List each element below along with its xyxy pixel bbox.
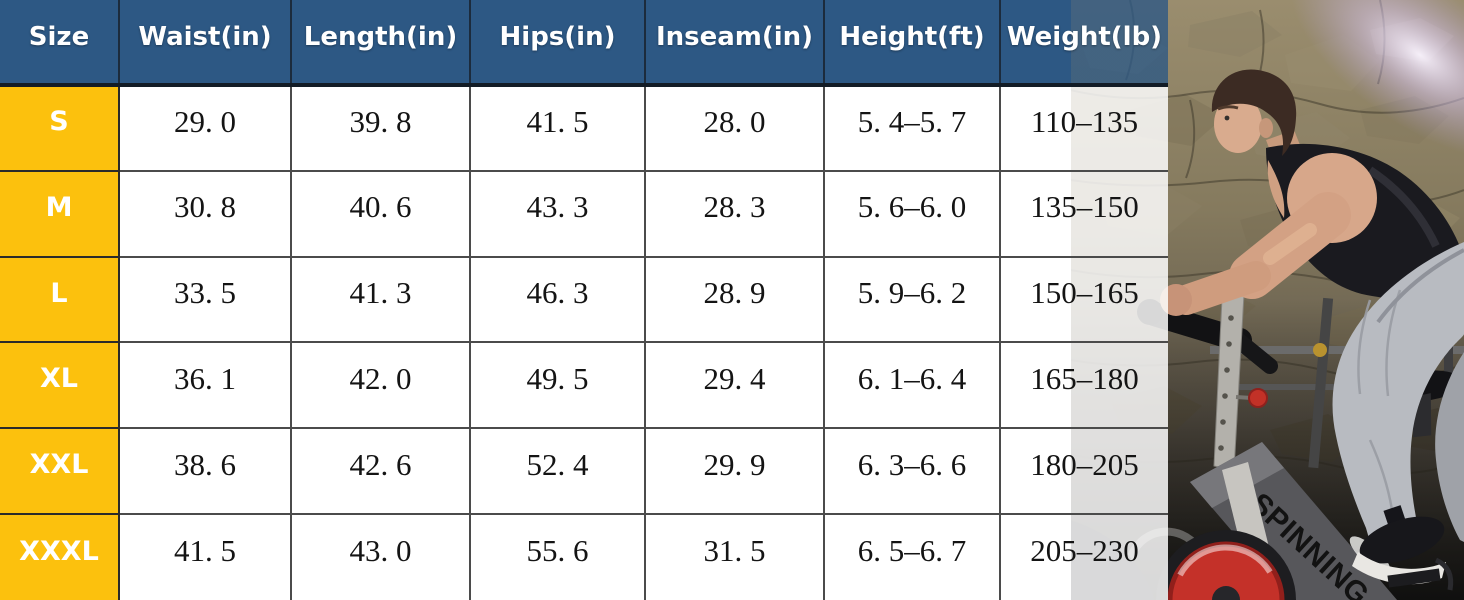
eyebrow xyxy=(1217,105,1239,111)
cell-hips: 41. 5 xyxy=(469,84,646,172)
table-row-xxl: XXL 38. 6 42. 6 52. 4 29. 9 6. 3–6. 6 18… xyxy=(0,427,1168,516)
size-label: L xyxy=(0,255,120,344)
cell-height: 5. 9–6. 2 xyxy=(823,255,1001,344)
cell-length: 39. 8 xyxy=(290,84,471,172)
cell-waist: 29. 0 xyxy=(118,84,292,172)
size-label: S xyxy=(0,84,120,172)
cell-weight: 150–165 xyxy=(999,255,1168,344)
cell-waist: 33. 5 xyxy=(118,255,292,344)
cell-inseam: 31. 5 xyxy=(644,513,825,600)
hand xyxy=(1160,284,1192,316)
cell-waist: 38. 6 xyxy=(118,427,292,516)
hair xyxy=(1211,69,1297,156)
cell-hips: 52. 4 xyxy=(469,427,646,516)
chest-skin xyxy=(1267,160,1285,218)
header-row: Size Waist(in) Length(in) Hips(in) Insea… xyxy=(0,0,1168,87)
cell-hips: 46. 3 xyxy=(469,255,646,344)
cell-inseam: 28. 0 xyxy=(644,84,825,172)
column-header-length: Length(in) xyxy=(290,0,471,87)
cell-height: 6. 1–6. 4 xyxy=(823,341,1001,430)
table-row-l: L 33. 5 41. 3 46. 3 28. 9 5. 9–6. 2 150–… xyxy=(0,255,1168,344)
size-label: XXXL xyxy=(0,513,120,600)
cell-height: 6. 5–6. 7 xyxy=(823,513,1001,600)
table-row-xl: XL 36. 1 42. 0 49. 5 29. 4 6. 1–6. 4 165… xyxy=(0,341,1168,430)
cell-length: 42. 6 xyxy=(290,427,471,516)
table-row-xxxl: XXXL 41. 5 43. 0 55. 6 31. 5 6. 5–6. 7 2… xyxy=(0,513,1168,600)
cell-height: 6. 3–6. 6 xyxy=(823,427,1001,516)
cell-inseam: 29. 4 xyxy=(644,341,825,430)
cell-waist: 41. 5 xyxy=(118,513,292,600)
size-label: M xyxy=(0,169,120,258)
cell-length: 42. 0 xyxy=(290,341,471,430)
cell-hips: 55. 6 xyxy=(469,513,646,600)
column-header-size: Size xyxy=(0,0,120,87)
cell-length: 43. 0 xyxy=(290,513,471,600)
column-header-weight: Weight(lb) xyxy=(999,0,1168,87)
forearm xyxy=(1171,261,1271,315)
cell-inseam: 28. 9 xyxy=(644,255,825,344)
cell-hips: 49. 5 xyxy=(469,341,646,430)
cell-weight: 135–150 xyxy=(999,169,1168,258)
cell-weight: 180–205 xyxy=(999,427,1168,516)
cell-weight: 110–135 xyxy=(999,84,1168,172)
size-label: XL xyxy=(0,341,120,430)
cell-length: 40. 6 xyxy=(290,169,471,258)
table-row-m: M 30. 8 40. 6 43. 3 28. 3 5. 6–6. 0 135–… xyxy=(0,169,1168,258)
ear xyxy=(1259,118,1273,138)
cell-inseam: 28. 3 xyxy=(644,169,825,258)
cell-waist: 30. 8 xyxy=(118,169,292,258)
cell-height: 5. 4–5. 7 xyxy=(823,84,1001,172)
cell-weight: 205–230 xyxy=(999,513,1168,600)
cell-height: 5. 6–6. 0 xyxy=(823,169,1001,258)
table-row-s: S 29. 0 39. 8 41. 5 28. 0 5. 4–5. 7 110–… xyxy=(0,84,1168,172)
red-adjust-knob xyxy=(1248,388,1268,408)
rider-legs xyxy=(1332,242,1464,556)
column-header-height: Height(ft) xyxy=(823,0,1001,87)
cell-waist: 36. 1 xyxy=(118,341,292,430)
face xyxy=(1214,95,1262,153)
size-chart-table: Size Waist(in) Length(in) Hips(in) Insea… xyxy=(0,0,1168,600)
column-header-waist: Waist(in) xyxy=(118,0,292,87)
lens-flare xyxy=(1290,0,1464,159)
cell-inseam: 29. 9 xyxy=(644,427,825,516)
cell-length: 41. 3 xyxy=(290,255,471,344)
cell-weight: 165–180 xyxy=(999,341,1168,430)
column-header-hips: Hips(in) xyxy=(469,0,646,87)
cell-hips: 43. 3 xyxy=(469,169,646,258)
size-label: XXL xyxy=(0,427,120,516)
shoe xyxy=(1352,516,1454,591)
column-header-inseam: Inseam(in) xyxy=(644,0,825,87)
eye xyxy=(1224,115,1230,121)
